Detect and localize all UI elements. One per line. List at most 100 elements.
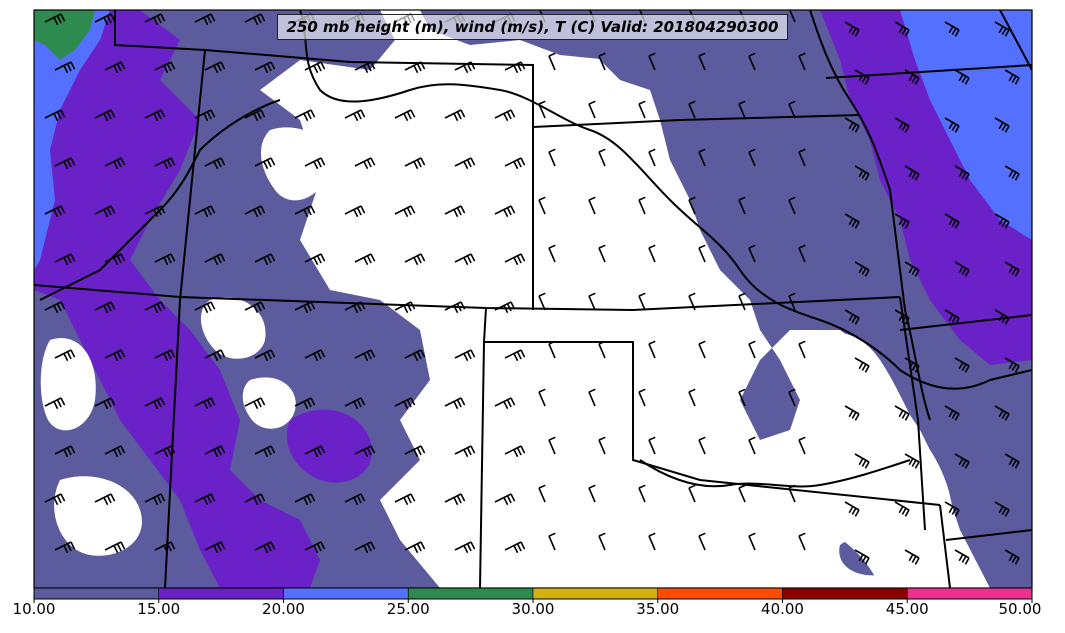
wind-barb	[94, 109, 116, 122]
wind-band-15-20-central	[286, 409, 372, 483]
wind-barb	[748, 340, 756, 359]
wind-barb	[344, 109, 366, 122]
wind-barb	[444, 301, 466, 314]
wind-barb	[204, 61, 226, 74]
colorbar-bin-7	[906, 587, 1033, 600]
wind-barb	[538, 292, 546, 311]
wind-barb	[244, 109, 266, 122]
wind-barb	[648, 532, 656, 551]
wind-barb	[944, 405, 960, 421]
wind-barb	[44, 397, 66, 410]
colorbar-bin-2	[283, 587, 409, 600]
wind-barb	[94, 13, 116, 26]
colorbar-bin-1	[158, 587, 284, 600]
wind-barb	[244, 205, 266, 218]
wind-barb	[154, 349, 176, 362]
wind-barb	[344, 205, 366, 218]
wind-barb	[698, 244, 706, 263]
wind-barb	[44, 205, 66, 218]
wind-barb	[538, 100, 546, 119]
wind-barb	[304, 541, 326, 554]
wind-barb	[688, 100, 696, 119]
wind-barb	[104, 157, 126, 170]
wind-barb	[548, 244, 556, 263]
wind-barb	[844, 21, 860, 37]
wind-barb	[954, 453, 970, 469]
wind-barb	[494, 301, 516, 314]
wind-barb	[844, 213, 860, 229]
wind-barb	[94, 397, 116, 410]
wind-barb	[994, 117, 1010, 133]
colorbar-tick-label: 25.00	[386, 600, 430, 618]
colorbar-tick-label: 10.00	[12, 600, 56, 618]
wind-barb	[588, 484, 596, 503]
wind-barb	[354, 61, 376, 74]
wind-barb	[538, 388, 546, 407]
wind-barb	[538, 196, 546, 215]
wind-barb	[204, 253, 226, 266]
colorbar-tick-label: 35.00	[636, 600, 680, 618]
wind-barb	[94, 493, 116, 506]
wind-barb	[304, 253, 326, 266]
wind-barb	[144, 205, 166, 218]
wind-barb	[244, 397, 266, 410]
wind-barb	[204, 445, 226, 458]
map-title: 250 mb height (m), wind (m/s), T (C) Val…	[286, 18, 779, 36]
wind-barb	[748, 532, 756, 551]
wind-barb	[244, 301, 266, 314]
wind-barb	[548, 436, 556, 455]
wind-barb	[648, 340, 656, 359]
wind-barb	[638, 196, 646, 215]
colorbar-tick-label: 20.00	[262, 600, 305, 618]
wind-barb	[944, 117, 960, 133]
wind-barb	[588, 388, 596, 407]
wind-barb	[698, 436, 706, 455]
wind-barb	[254, 445, 276, 458]
wind-barb	[598, 244, 606, 263]
wind-band-20-25-northwest	[34, 10, 110, 270]
wind-barb	[304, 157, 326, 170]
wind-barb	[954, 357, 970, 373]
wind-barb	[548, 532, 556, 551]
river-mississippi	[809, 10, 931, 421]
wind-barb	[404, 61, 426, 74]
wind-barb	[1004, 165, 1020, 181]
wind-barb	[738, 292, 746, 311]
wind-barb	[294, 397, 316, 410]
wind-barb	[104, 349, 126, 362]
wind-barb	[254, 349, 276, 362]
wind-barb	[294, 493, 316, 506]
colorbar-tick-label: 45.00	[885, 600, 929, 618]
colorbar-tick-label: 30.00	[511, 600, 555, 618]
wind-barb	[738, 388, 746, 407]
wind-barb	[788, 484, 796, 503]
wind-barb	[588, 292, 596, 311]
wind-barb	[598, 340, 606, 359]
wind-barb	[688, 292, 696, 311]
wind-barb	[104, 253, 126, 266]
wind-barb	[994, 501, 1010, 517]
wind-barb	[844, 501, 860, 517]
wind-barb	[854, 69, 870, 85]
wind-barb	[444, 493, 466, 506]
wind-barb	[104, 61, 126, 74]
wind-barb	[444, 397, 466, 410]
wind-band-25-30-nw	[34, 10, 95, 60]
wind-barb	[588, 196, 596, 215]
wind-barb	[394, 205, 416, 218]
river-missouri	[299, 10, 1032, 390]
colorbar-tick-label: 50.00	[998, 600, 1042, 618]
wind-barb	[454, 541, 476, 554]
colorbar	[33, 587, 1033, 603]
wind-barb	[144, 301, 166, 314]
wind-barb	[894, 21, 910, 37]
wind-barb	[698, 340, 706, 359]
wind-barb	[638, 484, 646, 503]
wind-barb	[144, 13, 166, 26]
wind-barb	[54, 445, 76, 458]
wind-barb	[204, 157, 226, 170]
wind-barb	[798, 52, 806, 71]
wind-barb	[738, 196, 746, 215]
wind-barb	[638, 292, 646, 311]
wind-barb	[254, 157, 276, 170]
